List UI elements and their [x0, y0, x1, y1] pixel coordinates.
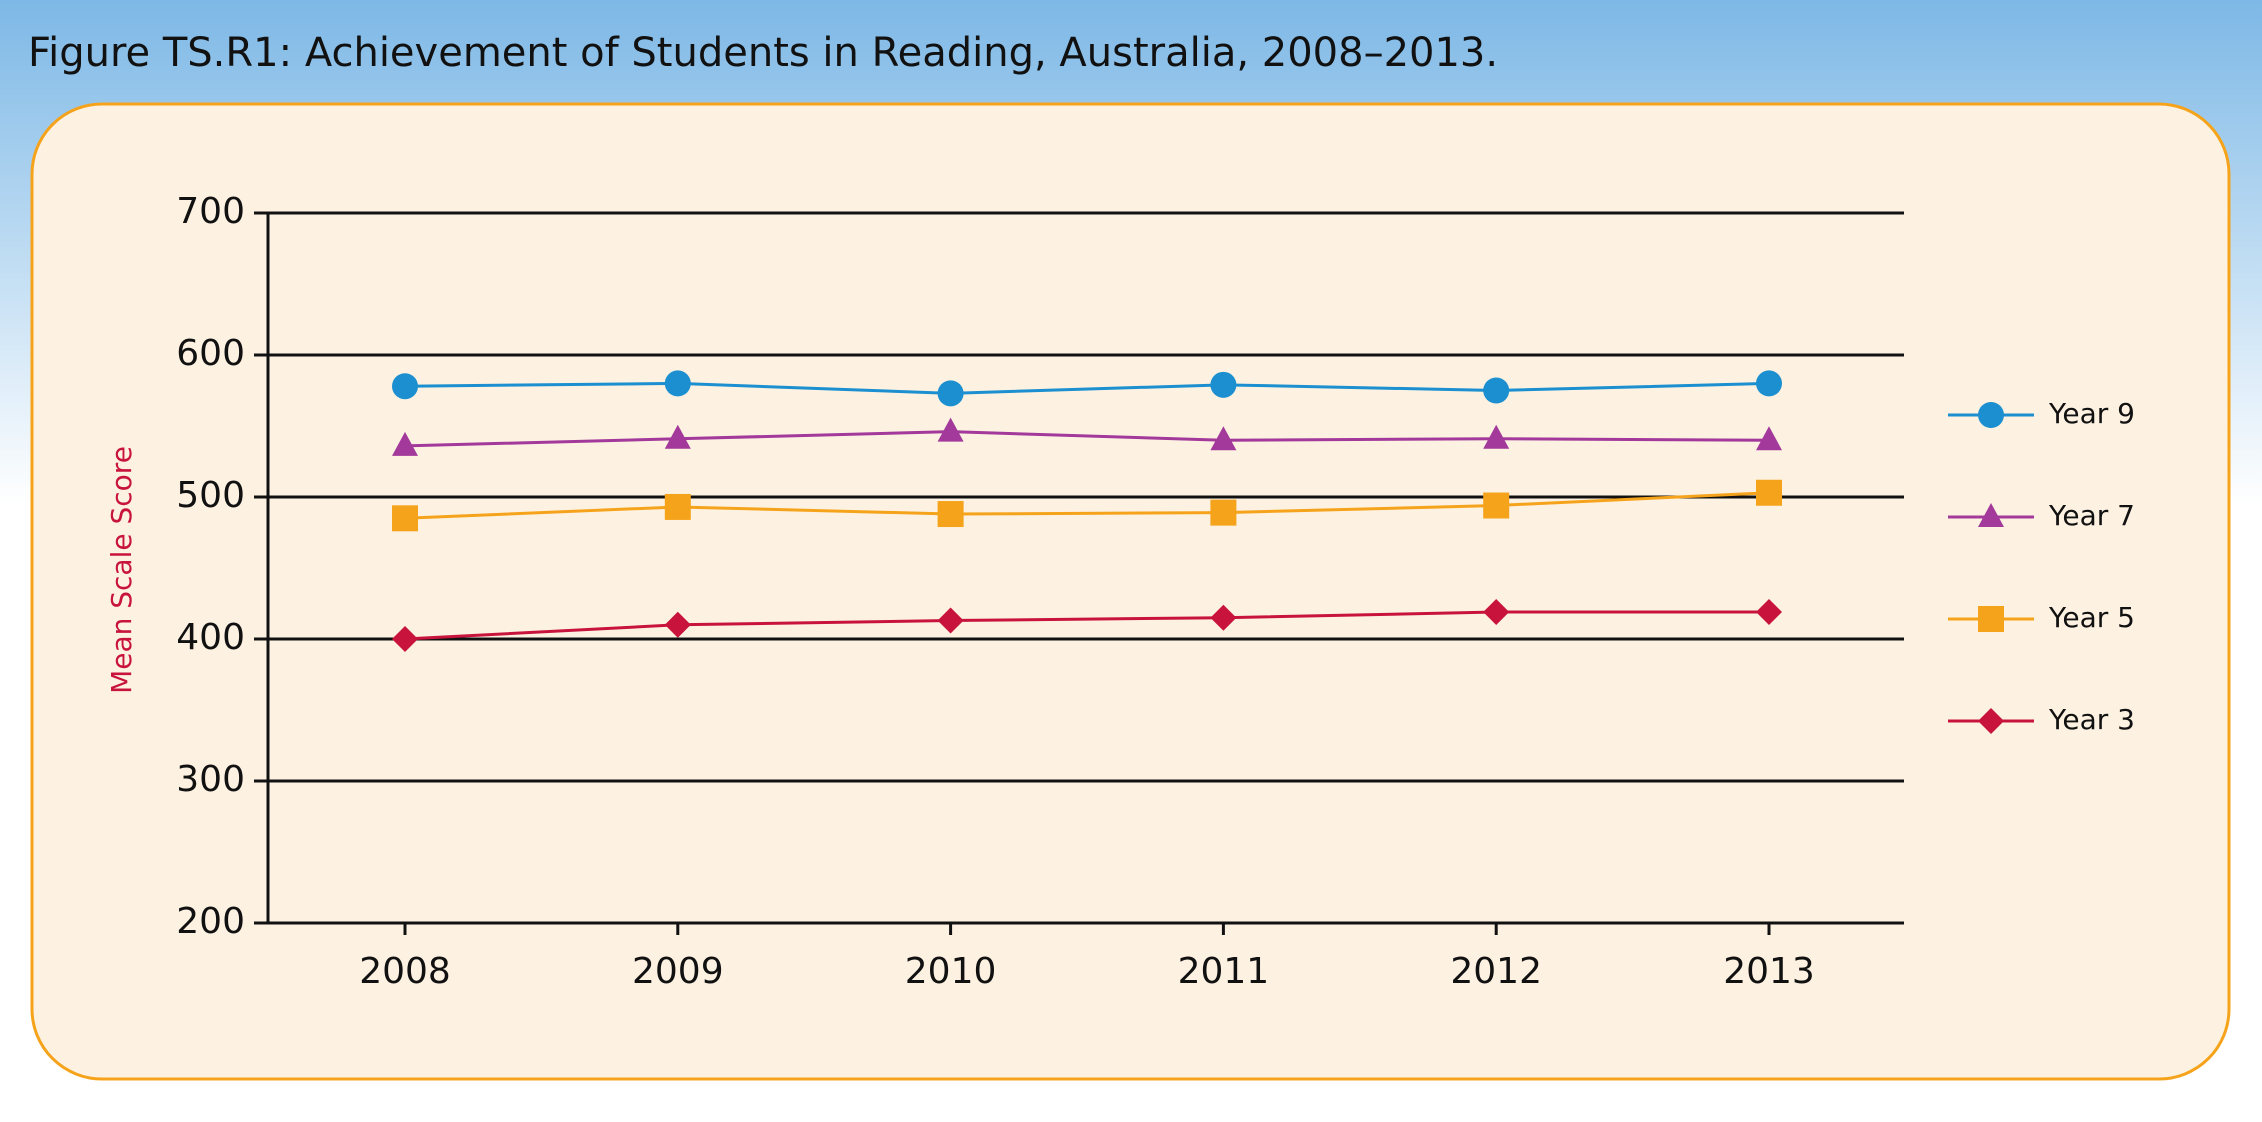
series-line	[404, 430, 1770, 448]
data-point	[1483, 599, 1510, 626]
data-point	[1756, 479, 1782, 506]
data-point	[1483, 377, 1510, 404]
data-point	[1210, 604, 1237, 631]
legend-marker	[1978, 503, 2004, 527]
y-tick-label: 200	[176, 901, 245, 942]
x-tick-label: 2008	[359, 951, 451, 992]
series-line	[404, 610, 1769, 641]
data-point	[1210, 426, 1237, 451]
legend-marker	[1978, 402, 2004, 428]
legend-label: Year 3	[2048, 703, 2135, 736]
data-point	[1756, 426, 1782, 451]
chart-title: Figure TS.R1: Achievement of Students in…	[28, 30, 1498, 76]
data-point	[664, 370, 691, 397]
data-point	[1483, 424, 1510, 449]
x-tick-label: 2013	[1723, 951, 1815, 992]
y-tick-label: 500	[176, 475, 245, 516]
legend-label: Year 9	[2048, 397, 2135, 430]
data-point	[392, 431, 418, 456]
panel	[30, 102, 2231, 1081]
data-point	[392, 505, 418, 532]
data-point	[664, 424, 691, 449]
data-point	[664, 611, 691, 638]
data-point	[1756, 599, 1782, 626]
data-point	[1483, 492, 1510, 519]
data-point	[1756, 370, 1782, 397]
data-point	[664, 493, 691, 520]
legend-marker	[1978, 708, 2004, 734]
data-point	[1210, 371, 1237, 398]
x-tick-label: 2011	[1178, 951, 1270, 992]
data-point	[392, 373, 418, 400]
y-tick-label: 700	[176, 191, 245, 232]
y-axis-label: Mean Scale Score	[105, 446, 138, 694]
x-tick-label: 2009	[632, 951, 724, 992]
y-tick-label: 600	[176, 333, 245, 374]
y-tick-label: 300	[176, 759, 245, 800]
data-point	[392, 626, 418, 652]
x-tick-label: 2012	[1450, 951, 1542, 992]
series-line	[404, 381, 1770, 395]
legend-marker	[1978, 606, 2004, 632]
data-point	[937, 607, 964, 634]
data-point	[1210, 499, 1237, 526]
x-tick-label: 2010	[905, 951, 997, 992]
legend-label: Year 5	[2048, 601, 2135, 634]
data-point	[937, 380, 964, 407]
data-point	[937, 417, 964, 442]
y-tick-label: 400	[176, 617, 245, 658]
series-line	[404, 491, 1770, 520]
legend-label: Year 7	[2048, 499, 2135, 532]
data-point	[937, 501, 964, 528]
